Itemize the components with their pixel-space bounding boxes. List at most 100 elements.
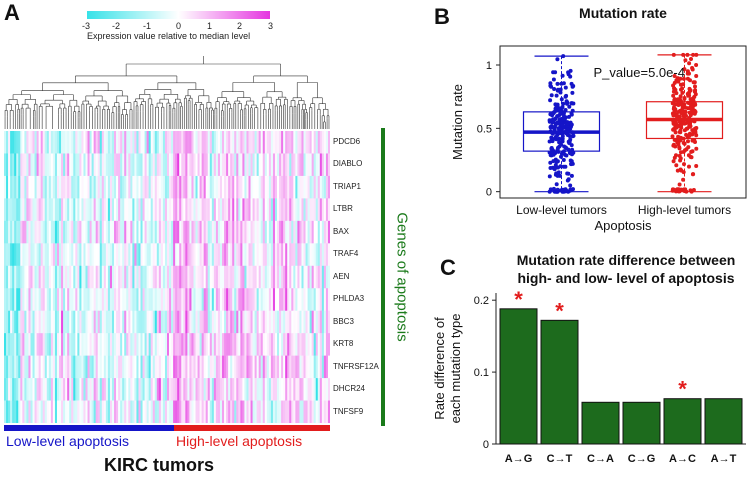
heatmap-cell <box>24 243 27 267</box>
heatmap-cell <box>63 378 66 401</box>
heatmap-cell <box>209 153 213 177</box>
heatmap-cell <box>236 378 239 401</box>
heatmap-cell <box>152 131 156 154</box>
y-tick-label: 0.1 <box>474 367 489 379</box>
heatmap-cell <box>59 355 62 379</box>
heatmap-cell <box>291 265 294 289</box>
heatmap-cell <box>281 333 284 356</box>
heatmap-cell <box>95 310 99 334</box>
heatmap-cell <box>248 198 251 222</box>
heatmap-cell <box>111 400 115 423</box>
heatmap-cell <box>38 288 41 311</box>
heatmap-cell <box>315 153 319 177</box>
heatmap-cell <box>307 333 310 356</box>
heatmap-cell <box>185 288 188 311</box>
heatmap-cell <box>325 400 329 423</box>
heatmap-cell <box>230 378 233 401</box>
heatmap-cell <box>30 288 33 311</box>
heatmap-cell <box>16 400 19 423</box>
heatmap-cell <box>325 265 329 289</box>
heatmap-cell <box>187 333 190 356</box>
heatmap-cell <box>87 288 90 311</box>
heatmap-cell <box>274 288 278 311</box>
heatmap-cell <box>185 175 188 199</box>
heatmap-cell <box>89 131 92 154</box>
heatmap-cell <box>297 333 300 356</box>
data-point <box>677 114 682 119</box>
heatmap-cell <box>224 220 227 244</box>
data-point <box>554 137 559 142</box>
heatmap-cell <box>75 355 78 379</box>
heatmap-cell <box>305 243 308 267</box>
heatmap-cell <box>264 400 268 423</box>
heatmap-cell <box>246 175 249 199</box>
heatmap-cell <box>160 333 164 356</box>
heatmap-cell <box>230 400 233 423</box>
heatmap-cell <box>148 265 151 289</box>
heatmap-cell <box>173 333 176 356</box>
heatmap-cell <box>44 355 48 379</box>
heatmap-cell <box>50 243 54 267</box>
heatmap-cell <box>291 175 294 199</box>
heatmap-cell <box>4 243 7 267</box>
heatmap-cell <box>164 198 168 222</box>
heatmap-cell <box>77 220 80 244</box>
heatmap-cell <box>128 153 131 177</box>
heatmap-cell <box>73 310 76 334</box>
heatmap-cell <box>248 265 251 289</box>
heatmap-cell <box>150 310 154 334</box>
heatmap-cell <box>83 288 86 311</box>
heatmap-cell <box>297 355 300 379</box>
heatmap-cell <box>46 310 50 334</box>
heatmap-cell <box>197 198 200 222</box>
heatmap-cell <box>211 378 215 401</box>
heatmap-cell <box>18 175 21 199</box>
heatmap-cell <box>295 131 298 154</box>
heatmap-cell <box>6 378 9 401</box>
heatmap-cell <box>87 310 90 334</box>
heatmap-cell <box>307 175 310 199</box>
data-point <box>555 88 560 93</box>
data-point <box>559 151 564 156</box>
heatmap-cell <box>327 243 330 267</box>
heatmap-cell <box>274 220 278 244</box>
heatmap-cell <box>69 265 72 289</box>
heatmap-cell <box>311 220 314 244</box>
heatmap-cell <box>301 288 304 311</box>
heatmap-cell <box>114 288 117 311</box>
heatmap-cell <box>301 355 304 379</box>
data-point <box>693 129 698 134</box>
heatmap-cell <box>136 265 139 289</box>
heatmap-cell <box>8 400 11 423</box>
heatmap-cell <box>291 400 294 423</box>
heatmap-cell <box>230 333 233 356</box>
colorbar-tick: 2 <box>237 21 243 31</box>
heatmap-cell <box>301 310 304 334</box>
heatmap-cell <box>197 310 200 334</box>
heatmap-cell <box>272 400 276 423</box>
heatmap-cell <box>205 131 209 154</box>
heatmap-cell <box>56 310 60 334</box>
colorbar-tick: 3 <box>268 21 274 31</box>
heatmap-cell <box>28 153 31 177</box>
heatmap-cell <box>203 175 207 199</box>
heatmap-cell <box>230 131 233 154</box>
heatmap-cell <box>169 131 172 154</box>
heatmap-cell <box>169 175 172 199</box>
heatmap-cell <box>10 400 13 423</box>
heatmap-cell <box>260 378 264 401</box>
heatmap-cell <box>71 131 74 154</box>
heatmap-cell <box>16 288 19 311</box>
heatmap-cell <box>136 198 139 222</box>
heatmap-cell <box>228 333 231 356</box>
heatmap-cell <box>211 265 215 289</box>
heatmap-cell <box>89 265 92 289</box>
chart-title-line: high- and low- level of apoptosis <box>517 270 734 286</box>
data-point <box>676 79 681 84</box>
data-point <box>571 133 576 138</box>
heatmap-cell <box>197 400 200 423</box>
colorbar-label: Expression value relative to median leve… <box>87 31 251 41</box>
heatmap-cell <box>61 288 64 311</box>
heatmap-cell <box>93 175 96 199</box>
heatmap-cell <box>195 288 198 311</box>
